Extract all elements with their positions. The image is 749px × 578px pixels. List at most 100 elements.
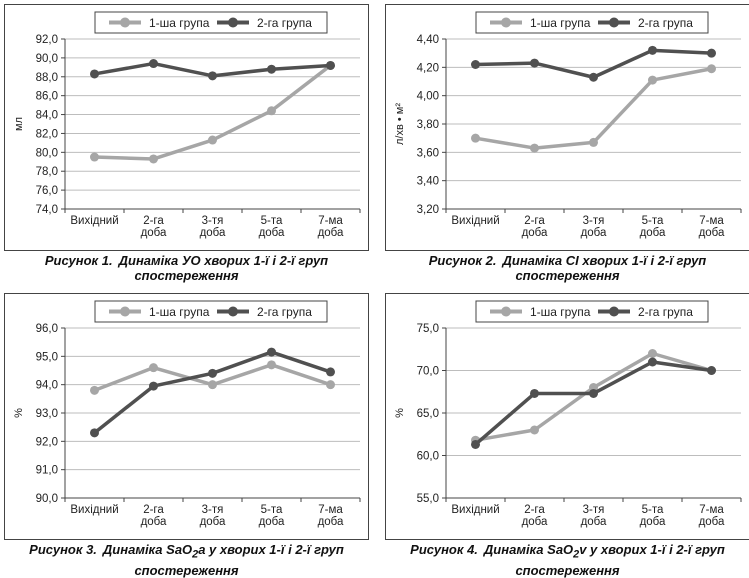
x-tick-label: доба (640, 227, 666, 239)
figure-caption-1: Рисунок 1. Динаміка УО хворих 1-ї і 2-ї г… (4, 253, 369, 283)
x-tick-label: доба (141, 227, 167, 239)
gridlines (65, 327, 360, 499)
x-tick-label: 7-ма (318, 504, 343, 516)
x-tick-label: 2-га (143, 215, 164, 227)
data-point (326, 380, 335, 390)
y-tick-label: 4,00 (417, 91, 439, 103)
legend-item-series1: 1-ша група (109, 16, 210, 30)
data-point (90, 385, 99, 395)
x-tick-label: Вихідний (70, 504, 118, 516)
x-tick-label: доба (318, 516, 344, 528)
data-point (471, 133, 480, 143)
caption-line2: спостереження (515, 268, 620, 283)
data-point (208, 135, 217, 145)
chart-1-svg: 1-ша група 2-га група 74,0 76,0 78,0 80,0 82,0… (13, 11, 361, 239)
data-point (648, 349, 657, 358)
legend-label: 1-ша група (149, 16, 210, 30)
data-point (707, 48, 716, 58)
legend-label: 1-ша група (530, 16, 591, 30)
data-point (707, 366, 716, 375)
x-tick-label: доба (640, 516, 666, 528)
data-point (707, 64, 716, 74)
y-axis-ticks: 74,0 76,0 78,0 80,0 82,0 84,0 86,0 88,0 90,0 92,0 (36, 34, 65, 216)
series-2 (471, 45, 716, 82)
data-point (530, 425, 539, 435)
data-point (149, 59, 158, 69)
data-point (648, 357, 657, 367)
data-point (208, 368, 217, 378)
data-point (149, 363, 158, 373)
data-point (267, 64, 276, 74)
legend-label: 2-га група (638, 16, 693, 30)
y-tick-label: 3,20 (417, 204, 439, 216)
x-tick-label: доба (259, 516, 285, 528)
y-tick-label: 70,0 (417, 366, 439, 378)
y-tick-label: 90,0 (36, 493, 58, 505)
data-point (589, 137, 598, 147)
figure-caption-4: Рисунок 4. Динаміка SaO2v у хворих 1-ї і … (385, 542, 749, 578)
legend-frame (475, 11, 709, 34)
y-tick-label: 4,40 (417, 34, 439, 46)
legend-label: 1-ша група (530, 305, 591, 319)
data-point (589, 72, 598, 82)
chart-panel-3: 1-ша група 2-га група 90,0 91,0 92,0 93,0 94,0… (4, 293, 369, 540)
x-tick-label: доба (200, 227, 226, 239)
series-2 (90, 347, 335, 438)
data-point (208, 380, 217, 390)
y-axis-label: мл (13, 117, 25, 131)
y-tick-label: 78,0 (36, 166, 58, 178)
y-tick-label: 92,0 (36, 34, 58, 46)
chart-panel-2: 1-ша група 2-га група 3,20 3,40 3,60 3,80 4,00… (385, 4, 749, 251)
legend-swatch-marker (120, 306, 130, 317)
series-line (474, 360, 712, 446)
data-point (149, 381, 158, 391)
series-1 (471, 64, 716, 153)
data-point (267, 106, 276, 116)
data-point (530, 58, 539, 68)
x-tick-label: 7-ма (699, 504, 724, 516)
y-tick-label: 88,0 (36, 72, 58, 84)
caption-sub: 2 (573, 548, 580, 561)
series-1 (90, 360, 335, 395)
y-axis-ticks: 90,0 91,0 92,0 93,0 94,0 95,0 96,0 (36, 323, 65, 505)
caption-text: Динаміка SaO (102, 542, 193, 557)
figure-caption-2: Рисунок 2. Динаміка СІ хворих 1-ї і 2-ї г… (385, 253, 749, 283)
y-tick-label: 80,0 (36, 147, 58, 159)
data-point (471, 60, 480, 69)
data-point (326, 367, 335, 377)
series-line (93, 350, 332, 435)
x-tick-label: Вихідний (451, 215, 499, 227)
y-tick-label: 74,0 (36, 204, 58, 216)
legend-item-series2: 2-га група (217, 305, 312, 319)
x-tick-label: Вихідний (451, 504, 499, 516)
gridlines (446, 327, 741, 499)
caption-text: Динаміка СІ хворих 1-ї і 2-ї груп (502, 253, 707, 268)
x-tick-label: 3-тя (202, 215, 224, 227)
y-tick-label: 65,0 (417, 408, 439, 420)
y-axis-label: % (394, 408, 406, 418)
caption-rest: a у хворих 1-ї і 2-ї груп (198, 542, 344, 557)
legend-frame (475, 300, 709, 323)
legend-swatch-marker (501, 17, 511, 28)
caption-line2: спостереження (134, 562, 239, 578)
legend: 1-ша група 2-га група (94, 300, 328, 323)
y-tick-label: 76,0 (36, 185, 58, 197)
legend-frame (94, 300, 328, 323)
y-tick-label: 3,40 (417, 176, 439, 188)
legend-swatch-marker (120, 17, 130, 28)
legend-swatch-marker (609, 306, 619, 317)
legend-swatch-marker (228, 306, 238, 317)
caption-label: Рисунок 2. (428, 253, 497, 268)
legend-label: 2-га група (257, 16, 312, 30)
x-tick-label: доба (200, 516, 226, 528)
chart-panel-1: 1-ша група 2-га група 74,0 76,0 78,0 80,0 82,0… (4, 4, 369, 251)
data-point (530, 388, 539, 398)
y-tick-label: 95,0 (36, 351, 58, 363)
x-tick-label: 3-тя (583, 215, 605, 227)
chart-3-svg: 1-ша група 2-га група 90,0 91,0 92,0 93,0 94,0… (13, 300, 361, 528)
x-tick-label: 5-та (642, 504, 664, 516)
x-tick-label: 2-га (524, 504, 545, 516)
